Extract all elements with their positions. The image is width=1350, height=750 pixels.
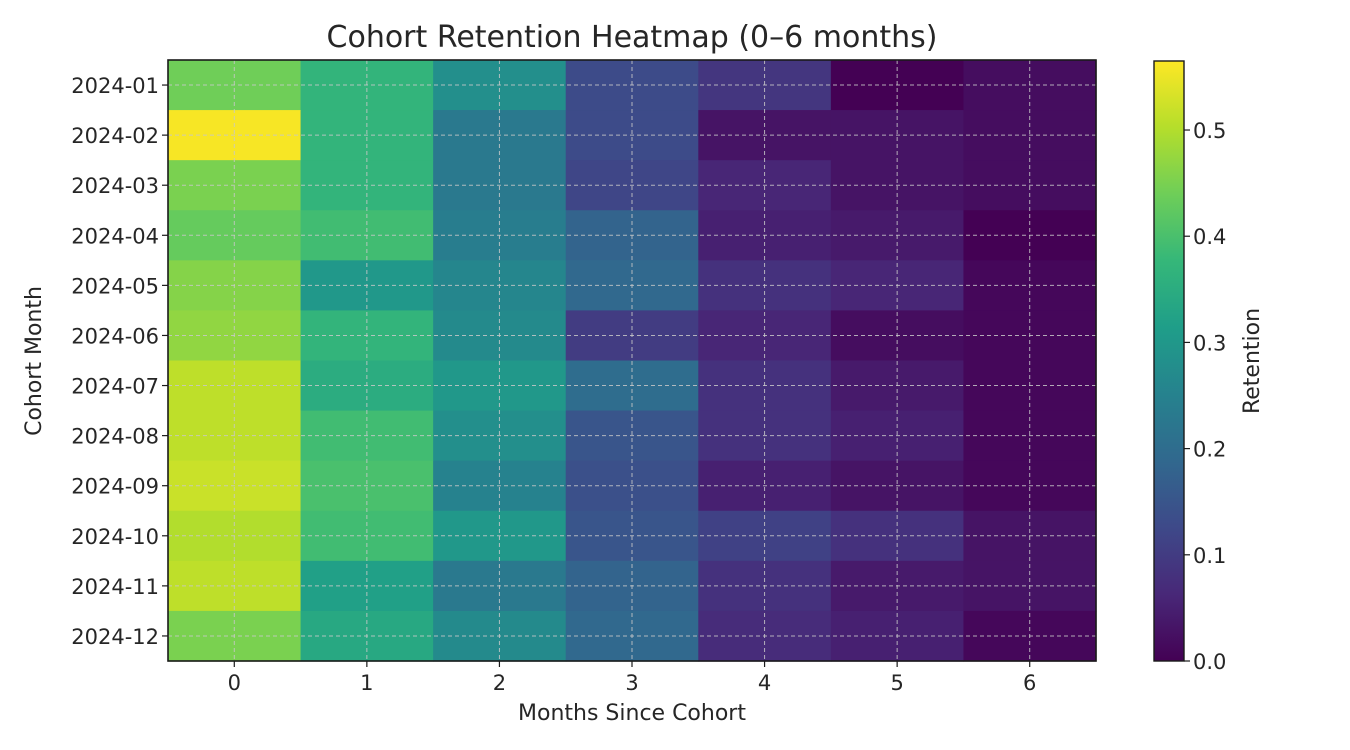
- colorbar-tick-label: 0.4: [1193, 225, 1226, 249]
- x-tick-label: 4: [758, 671, 771, 695]
- colorbar-label: Retention: [1240, 308, 1265, 414]
- y-tick-label: 2024-02: [71, 124, 159, 148]
- y-tick-label: 2024-12: [71, 625, 159, 649]
- y-tick-label: 2024-11: [71, 575, 159, 599]
- y-axis-ticks: 2024-01 2024-02 2024-03 2024-04 2024-05 2024-…: [71, 74, 168, 649]
- x-tick-label: 2: [493, 671, 506, 695]
- x-tick-label: 5: [890, 671, 903, 695]
- chart-title: Cohort Retention Heatmap (0–6 months): [327, 20, 938, 55]
- y-tick-label: 2024-05: [71, 274, 159, 298]
- x-axis-label: Months Since Cohort: [518, 701, 746, 726]
- y-axis-label: Cohort Month: [22, 286, 47, 436]
- x-tick-label: 3: [625, 671, 638, 695]
- y-tick-label: 2024-10: [71, 525, 159, 549]
- y-tick-label: 2024-01: [71, 74, 159, 98]
- y-tick-label: 2024-06: [71, 324, 159, 348]
- colorbar-ticks: 0.0 0.1 0.2 0.3 0.4 0.5: [1184, 119, 1226, 674]
- x-tick-label: 0: [228, 671, 241, 695]
- colorbar-tick-label: 0.1: [1193, 544, 1226, 568]
- y-tick-label: 2024-07: [71, 375, 159, 399]
- colorbar-tick-label: 0.2: [1193, 438, 1226, 462]
- y-tick-label: 2024-08: [71, 425, 159, 449]
- x-tick-label: 1: [360, 671, 373, 695]
- plot-frame: [167, 59, 1097, 662]
- x-axis-ticks: 0 1 2 3 4 5 6: [228, 661, 1036, 695]
- y-tick-label: 2024-03: [71, 174, 159, 198]
- x-tick-label: 6: [1023, 671, 1036, 695]
- colorbar-tick-label: 0.0: [1193, 650, 1226, 674]
- colorbar-tick-label: 0.5: [1193, 119, 1226, 143]
- y-tick-label: 2024-09: [71, 475, 159, 499]
- colorbar-tick-label: 0.3: [1193, 331, 1226, 355]
- y-tick-label: 2024-04: [71, 224, 159, 248]
- gridlines: [168, 60, 1096, 661]
- colorbar: [1153, 60, 1185, 662]
